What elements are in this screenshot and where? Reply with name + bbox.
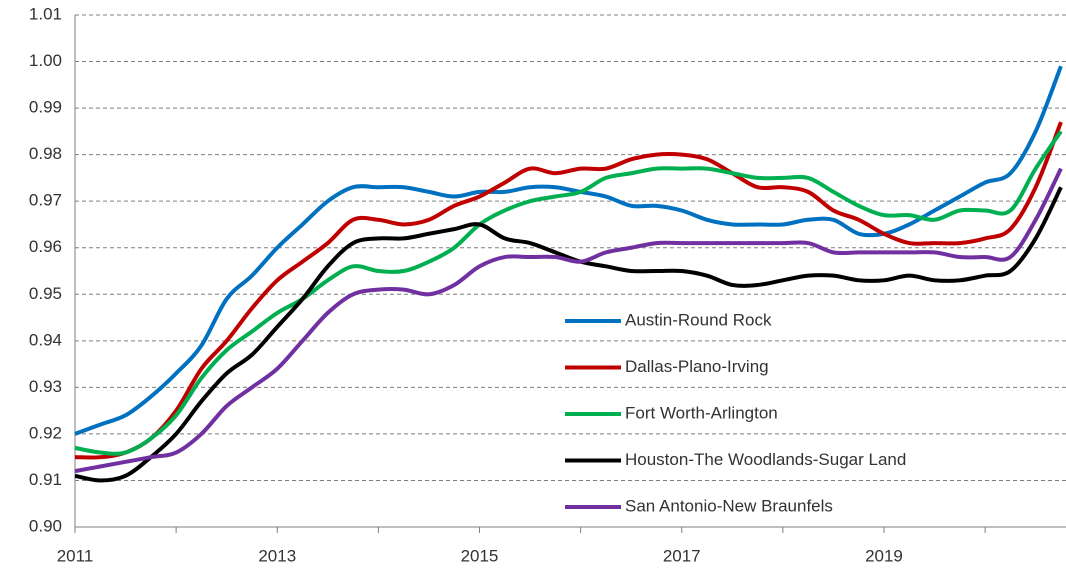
legend-label: Houston-The Woodlands-Sugar Land (625, 450, 906, 469)
legend-label: Dallas-Plano-Irving (625, 357, 769, 376)
y-tick-label: 0.94 (29, 330, 62, 349)
x-tick-label: 2017 (663, 546, 701, 565)
y-tick-label: 0.97 (29, 191, 62, 210)
y-tick-label: 0.92 (29, 423, 62, 442)
y-tick-label: 1.00 (29, 51, 62, 70)
y-tick-label: 0.90 (29, 516, 62, 535)
legend-label: San Antonio-New Braunfels (625, 496, 833, 515)
y-tick-label: 0.98 (29, 144, 62, 163)
y-tick-label: 0.95 (29, 284, 62, 303)
legend-label: Austin-Round Rock (625, 310, 772, 329)
y-tick-label: 0.96 (29, 237, 62, 256)
y-tick-label: 0.93 (29, 377, 62, 396)
series-line (74, 130, 1063, 456)
x-tick-label: 2015 (461, 546, 499, 565)
legend-label: Fort Worth-Arlington (625, 403, 778, 422)
y-tick-label: 0.99 (29, 98, 62, 117)
x-tick-label: 2013 (258, 546, 296, 565)
x-tick-label: 2019 (865, 546, 903, 565)
series-line (74, 186, 1063, 483)
series-line (74, 121, 1063, 460)
y-tick-label: 0.91 (29, 470, 62, 489)
x-tick-label: 2011 (57, 546, 94, 565)
y-tick-label: 1.01 (29, 4, 62, 23)
series-line (74, 167, 1063, 474)
series-line (74, 65, 1063, 436)
